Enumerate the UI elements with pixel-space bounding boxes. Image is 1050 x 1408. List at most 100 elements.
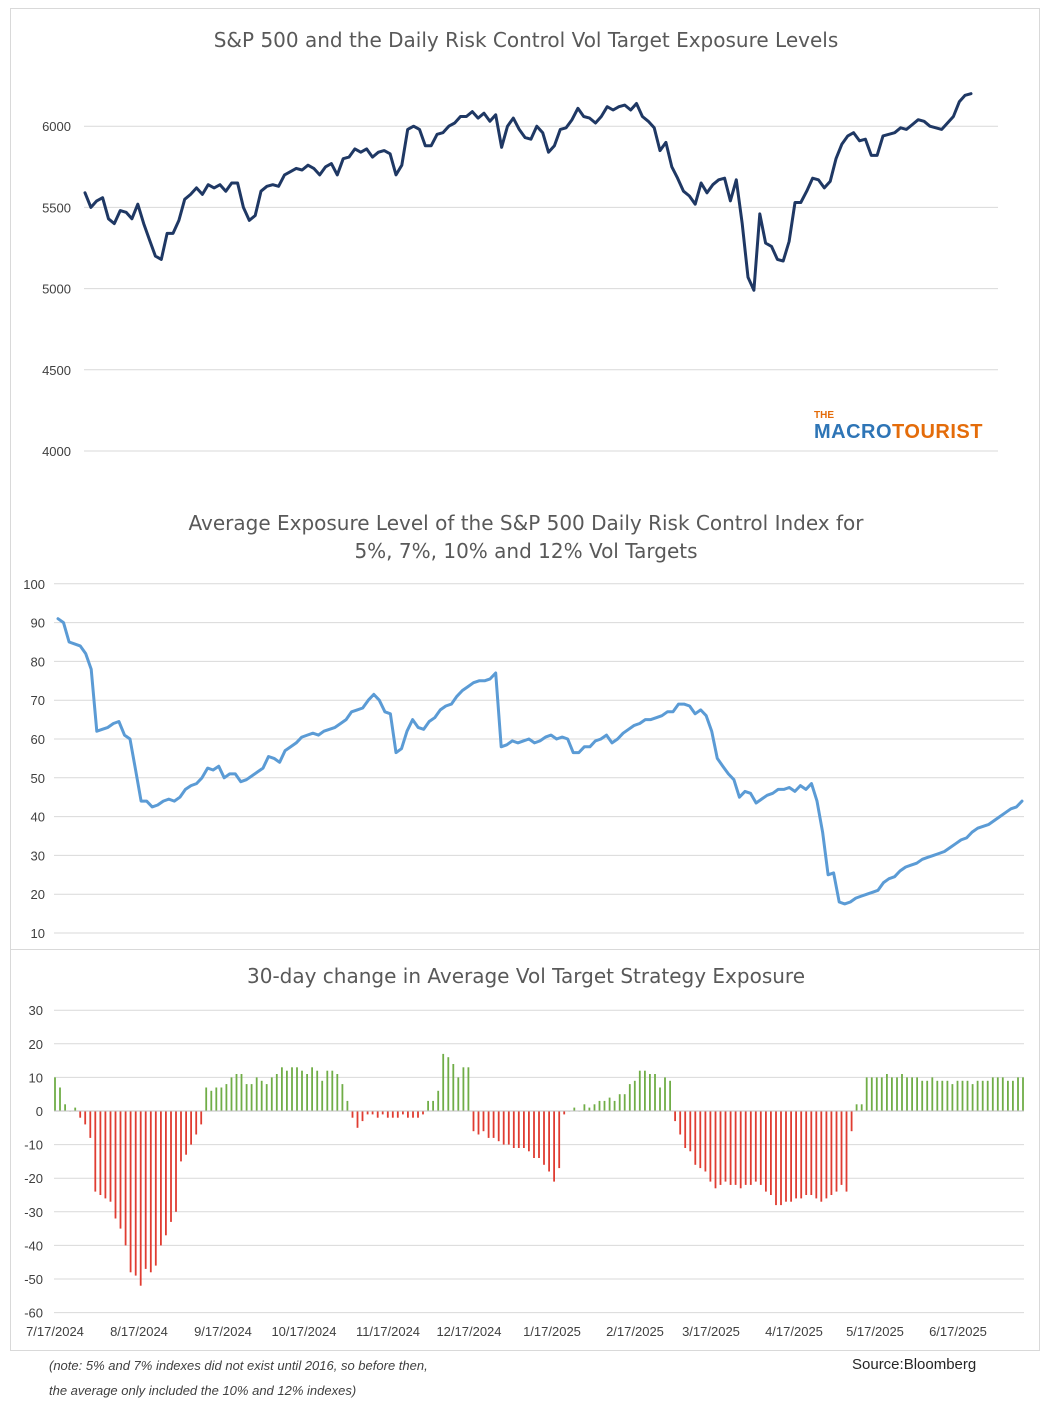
bar xyxy=(820,1111,823,1202)
bar xyxy=(810,1111,813,1195)
bar xyxy=(129,1111,132,1273)
bar xyxy=(326,1070,329,1111)
bar xyxy=(89,1111,92,1138)
bar xyxy=(402,1111,404,1115)
bar xyxy=(714,1111,717,1189)
chart-title: S&P 500 and the Daily Risk Control Vol T… xyxy=(214,28,839,52)
bar xyxy=(543,1111,545,1165)
bar xyxy=(558,1111,561,1169)
bar xyxy=(538,1111,540,1158)
bar xyxy=(1012,1080,1014,1111)
bar xyxy=(845,1111,848,1192)
bar xyxy=(165,1111,167,1236)
bar xyxy=(996,1077,999,1111)
bar xyxy=(825,1111,828,1199)
bar xyxy=(936,1080,939,1111)
bar xyxy=(240,1074,243,1111)
bar xyxy=(880,1077,883,1111)
bar xyxy=(376,1111,379,1118)
bar xyxy=(386,1111,389,1118)
bar xyxy=(679,1111,682,1135)
bar xyxy=(961,1080,964,1111)
bar xyxy=(896,1077,898,1111)
bar xyxy=(865,1077,868,1111)
bar xyxy=(644,1070,646,1111)
bar xyxy=(235,1074,238,1111)
bar xyxy=(190,1111,192,1145)
bar xyxy=(396,1111,399,1118)
bar xyxy=(306,1074,308,1111)
bar xyxy=(800,1111,803,1199)
bar xyxy=(588,1107,591,1111)
bar xyxy=(916,1077,918,1111)
change-chart: 30-day change in Average Vol Target Stra… xyxy=(24,964,1024,1339)
avg-exposure-chart: Average Exposure Level of the S&P 500 Da… xyxy=(23,511,1024,941)
bar xyxy=(886,1074,888,1111)
bar xyxy=(689,1111,692,1152)
bar xyxy=(860,1104,863,1111)
bar xyxy=(94,1111,97,1192)
y-tick-label: -40 xyxy=(24,1238,43,1253)
bar xyxy=(149,1111,152,1273)
bar xyxy=(255,1077,258,1111)
y-tick-label: -30 xyxy=(24,1205,43,1220)
bar xyxy=(331,1070,334,1111)
macro-tourist-logo: THE MACROTOURIST xyxy=(814,411,983,444)
bar xyxy=(946,1080,949,1111)
bar xyxy=(765,1111,767,1192)
x-tick-label: 3/17/2025 xyxy=(682,1324,740,1339)
bar xyxy=(573,1107,576,1111)
bar xyxy=(785,1111,787,1202)
sp500-line xyxy=(83,92,973,292)
bar xyxy=(870,1077,873,1111)
bar xyxy=(1022,1077,1024,1111)
y-tick-label: 10 xyxy=(29,1070,43,1085)
bar xyxy=(598,1100,601,1111)
bar xyxy=(1007,1080,1009,1111)
y-tick-label: 5000 xyxy=(42,282,71,297)
bar xyxy=(180,1111,182,1162)
bar xyxy=(517,1111,520,1148)
bar xyxy=(911,1077,913,1111)
bar xyxy=(976,1080,979,1111)
bar xyxy=(417,1111,419,1118)
logo-the: THE xyxy=(814,410,834,421)
bar xyxy=(286,1070,288,1111)
bar xyxy=(250,1084,253,1111)
bar xyxy=(336,1074,339,1111)
bar xyxy=(638,1070,641,1111)
bar xyxy=(891,1077,893,1111)
x-tick-label: 9/17/2024 xyxy=(194,1324,252,1339)
bar xyxy=(699,1111,702,1169)
y-tick-label: -50 xyxy=(24,1272,43,1287)
bar xyxy=(583,1104,586,1111)
bar xyxy=(966,1080,969,1111)
bar xyxy=(487,1111,490,1138)
bar xyxy=(951,1084,954,1111)
sp500-chart: S&P 500 and the Daily Risk Control Vol T… xyxy=(42,28,998,459)
bar xyxy=(270,1077,273,1111)
y-tick-label: 6000 xyxy=(42,119,71,134)
bar xyxy=(497,1111,500,1142)
bar xyxy=(437,1090,440,1111)
bar xyxy=(195,1111,198,1135)
bar xyxy=(956,1080,959,1111)
bar xyxy=(447,1057,450,1111)
bar xyxy=(633,1080,636,1111)
bar xyxy=(114,1111,117,1219)
bar xyxy=(659,1087,661,1111)
bar xyxy=(432,1100,434,1111)
bar xyxy=(986,1080,989,1111)
bar xyxy=(971,1084,974,1111)
bar xyxy=(664,1077,666,1111)
y-tick-label: 20 xyxy=(29,1037,43,1052)
y-tick-label: 30 xyxy=(29,1003,43,1018)
x-tick-label: 11/17/2024 xyxy=(356,1324,420,1339)
bar xyxy=(775,1111,777,1206)
bar xyxy=(296,1067,298,1111)
bar xyxy=(361,1111,364,1122)
bar xyxy=(749,1111,752,1185)
x-tick-label: 6/17/2025 xyxy=(929,1324,987,1339)
chart-title: 30-day change in Average Vol Target Stra… xyxy=(247,964,805,988)
bar xyxy=(694,1111,697,1165)
